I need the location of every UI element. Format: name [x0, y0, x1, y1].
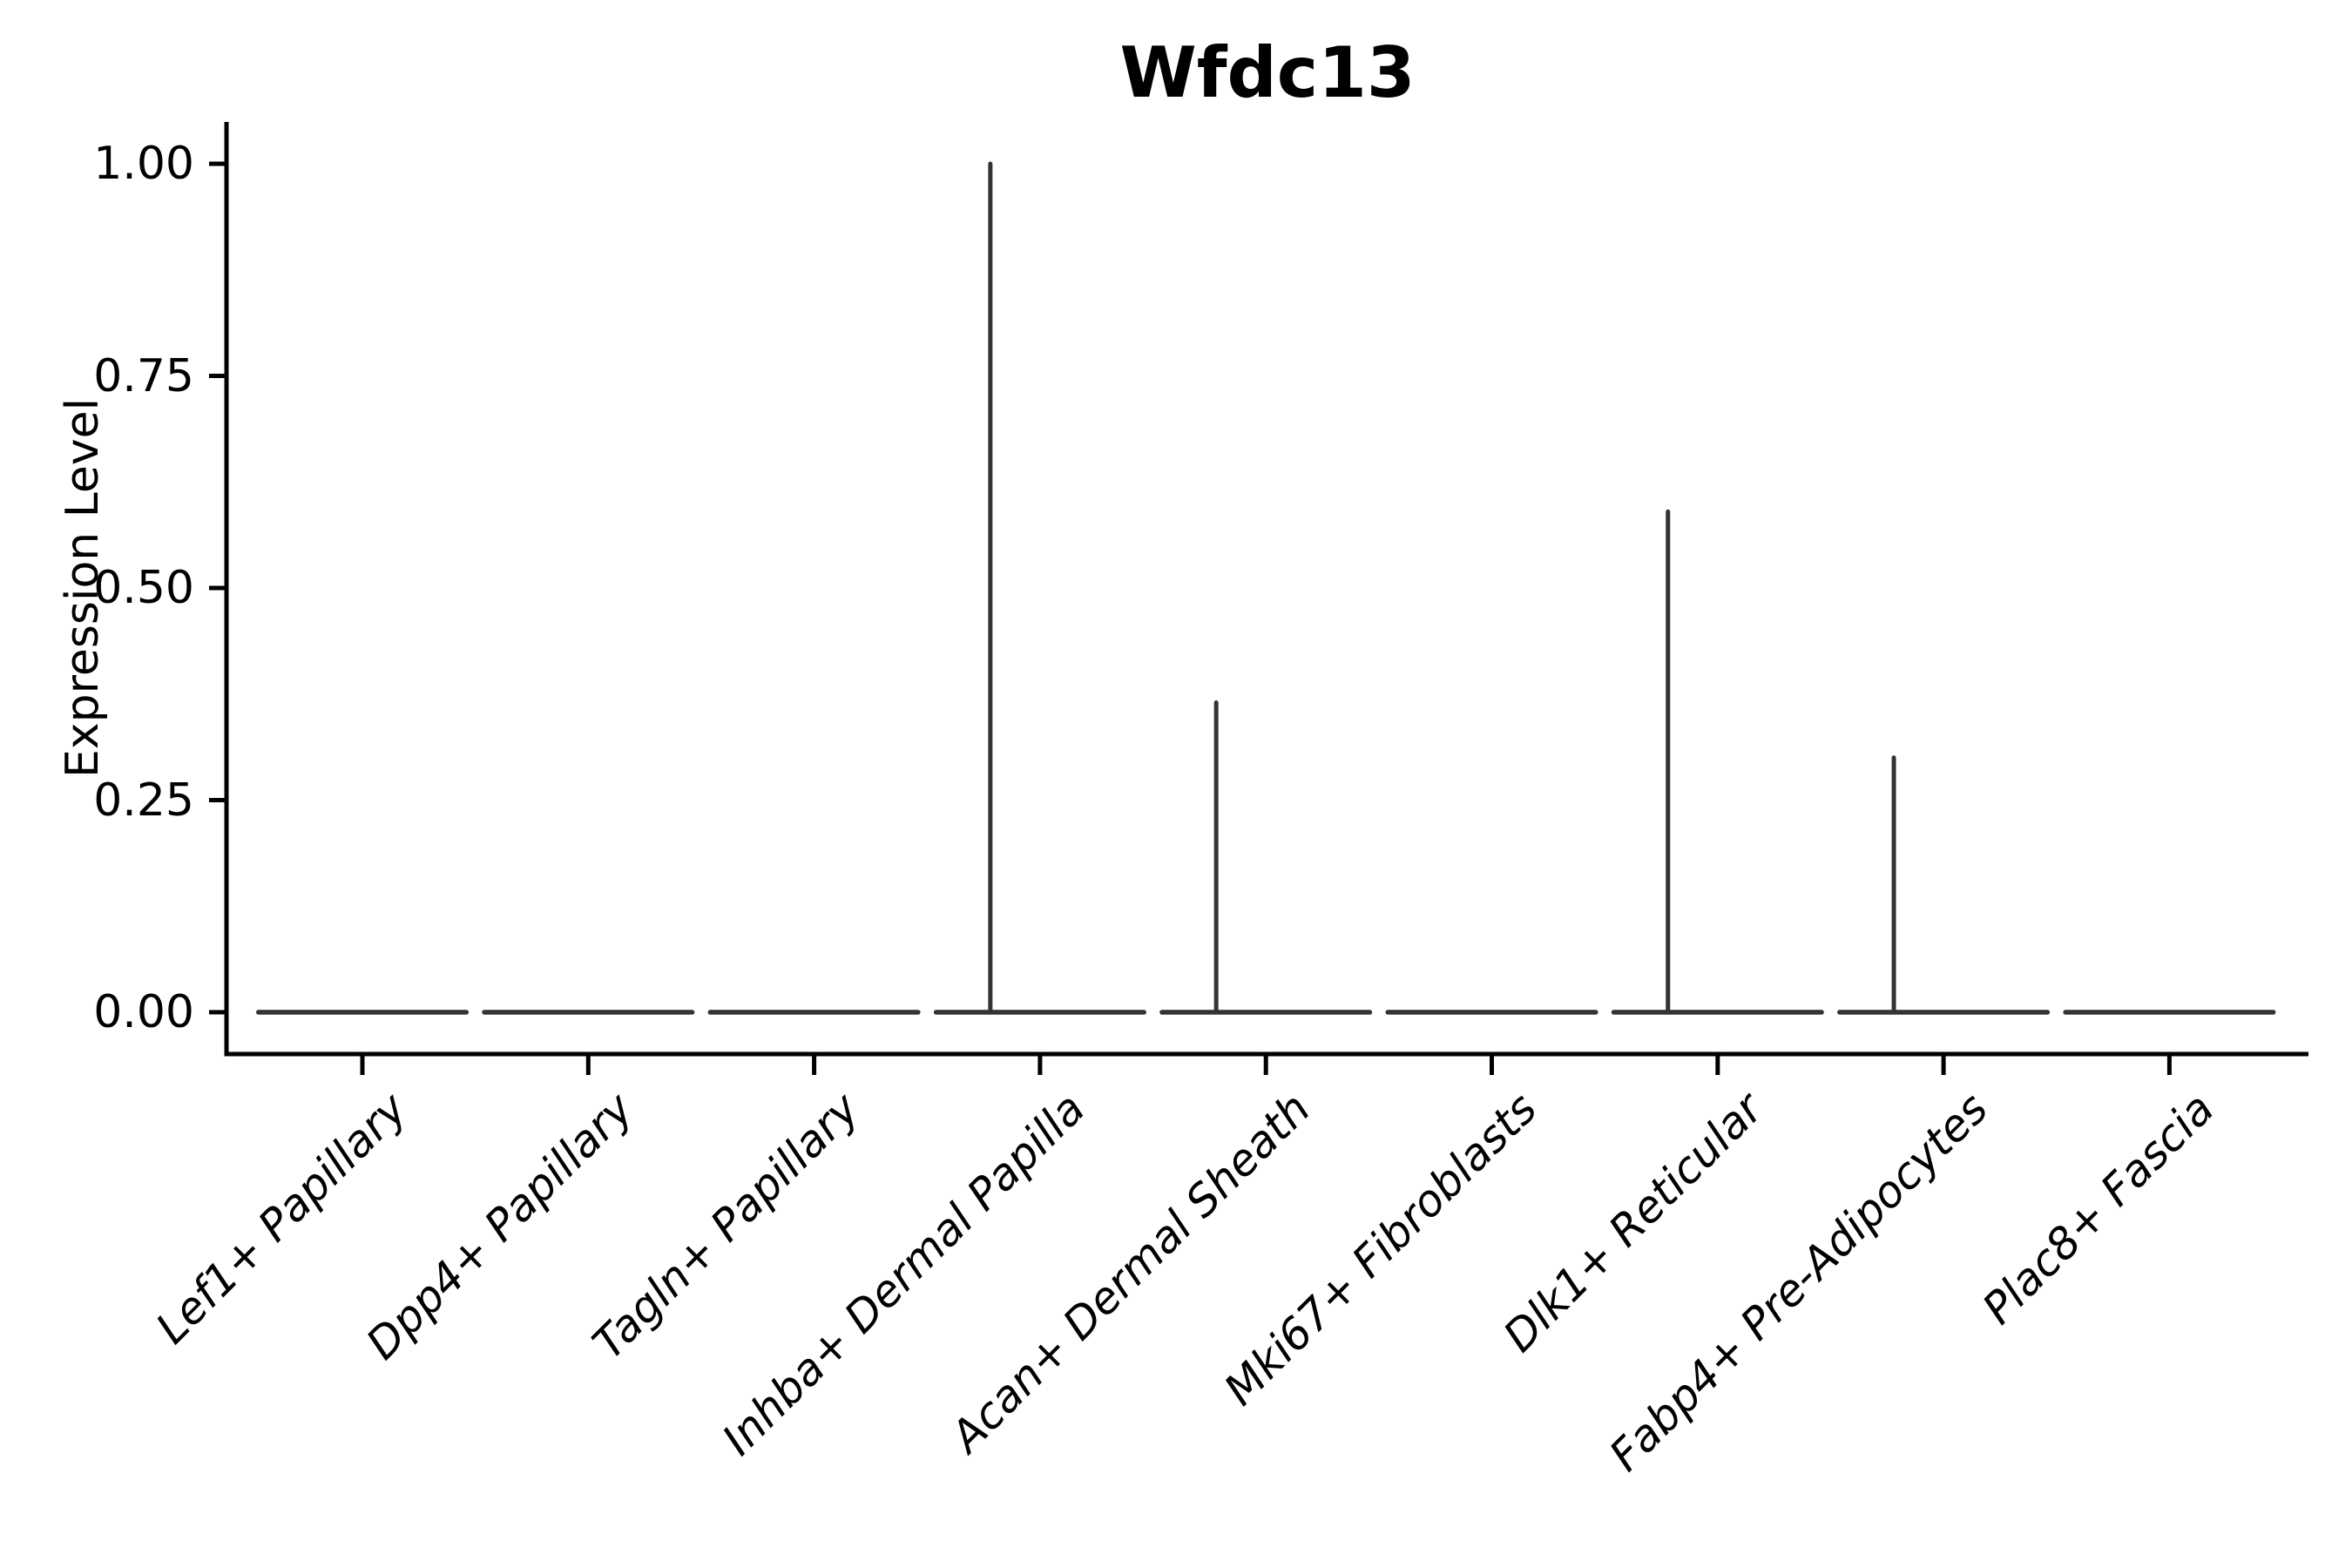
plot-title: Wfdc13 [1119, 32, 1416, 113]
y-tick-label: 1.00 [93, 138, 194, 190]
y-tick-label: 0.00 [93, 986, 194, 1038]
y-tick-label: 0.75 [93, 349, 194, 402]
y-tick-label: 0.25 [93, 774, 194, 827]
y-tick-label: 0.50 [93, 562, 194, 614]
